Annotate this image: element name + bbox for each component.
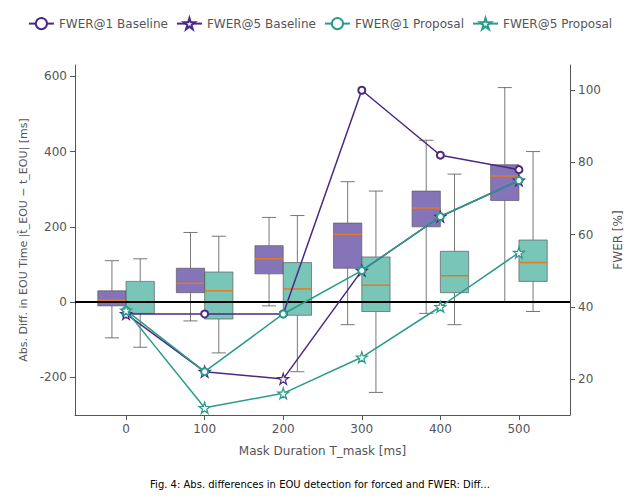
svg-text:FWER@1 Baseline: FWER@1 Baseline — [59, 17, 168, 31]
svg-text:Mask Duration T_mask [ms]: Mask Duration T_mask [ms] — [239, 444, 406, 458]
svg-text:100: 100 — [193, 422, 216, 436]
svg-text:-200: -200 — [40, 370, 67, 384]
svg-text:0: 0 — [59, 295, 67, 309]
svg-text:400: 400 — [44, 145, 67, 159]
svg-text:80: 80 — [578, 155, 593, 169]
svg-text:400: 400 — [429, 422, 452, 436]
svg-text:Fig. 4: Abs. differences in EO: Fig. 4: Abs. differences in EOU detectio… — [150, 479, 490, 490]
svg-text:FWER [%]: FWER [%] — [611, 210, 625, 269]
svg-text:500: 500 — [507, 422, 530, 436]
svg-text:600: 600 — [44, 69, 67, 83]
svg-text:100: 100 — [578, 83, 601, 97]
svg-text:0: 0 — [122, 422, 130, 436]
svg-text:20: 20 — [578, 372, 593, 386]
svg-text:60: 60 — [578, 228, 593, 242]
svg-text:FWER@5 Proposal: FWER@5 Proposal — [503, 17, 612, 31]
svg-text:FWER@1 Proposal: FWER@1 Proposal — [355, 17, 464, 31]
svg-text:200: 200 — [44, 220, 67, 234]
svg-text:200: 200 — [272, 422, 295, 436]
svg-text:Abs. Diff. in EOU Time |t̂_EOU: Abs. Diff. in EOU Time |t̂_EOU − t_EOU| … — [17, 118, 30, 362]
svg-text:40: 40 — [578, 300, 593, 314]
svg-text:300: 300 — [350, 422, 373, 436]
svg-text:FWER@5 Baseline: FWER@5 Baseline — [207, 17, 316, 31]
